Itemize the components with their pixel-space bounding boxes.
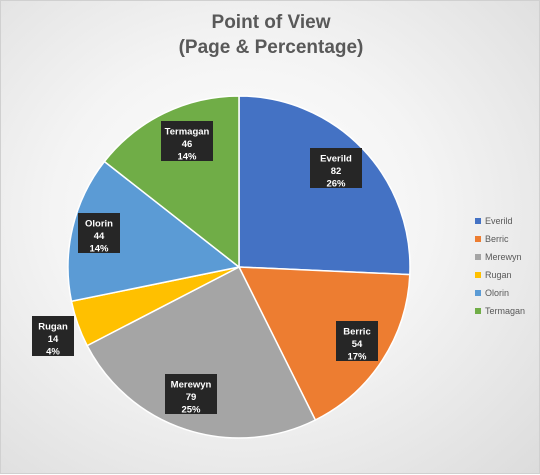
legend-swatch bbox=[475, 272, 481, 278]
data-label-name: Everild bbox=[320, 154, 352, 165]
legend-swatch bbox=[475, 254, 481, 260]
data-label-value: 44 bbox=[94, 231, 105, 242]
legend-label: Rugan bbox=[485, 270, 512, 280]
legend-swatch bbox=[475, 290, 481, 296]
data-label-box bbox=[336, 321, 378, 361]
data-label-percent: 26% bbox=[326, 179, 346, 190]
data-label-name: Rugan bbox=[38, 322, 68, 333]
legend-label: Berric bbox=[485, 234, 509, 244]
data-label-value: 46 bbox=[182, 139, 193, 150]
data-label-percent: 14% bbox=[89, 244, 109, 255]
legend-item-olorin: Olorin bbox=[475, 284, 540, 302]
legend-item-rugan: Rugan bbox=[475, 266, 540, 284]
data-label-name: Olorin bbox=[85, 219, 113, 230]
data-label-value: 79 bbox=[186, 392, 197, 403]
legend-label: Olorin bbox=[485, 288, 510, 298]
data-label-name: Termagan bbox=[165, 127, 210, 138]
legend-item-merewyn: Merewyn bbox=[475, 248, 540, 266]
data-label-box bbox=[165, 374, 217, 414]
data-label-box bbox=[161, 121, 213, 161]
legend-item-everild: Everild bbox=[475, 212, 540, 230]
legend-swatch bbox=[475, 218, 481, 224]
pie-slice-berric bbox=[237, 266, 411, 422]
data-label-percent: 4% bbox=[46, 347, 60, 358]
chart-subtitle: (Page & Percentage) bbox=[178, 37, 364, 58]
data-label-value: 14 bbox=[48, 334, 59, 345]
data-label-percent: 14% bbox=[177, 152, 197, 163]
data-label-box bbox=[78, 213, 120, 253]
data-label-name: Berric bbox=[343, 327, 370, 338]
data-label-percent: 25% bbox=[181, 405, 201, 416]
legend-swatch bbox=[475, 236, 481, 242]
data-label-box bbox=[310, 148, 362, 188]
data-label-name: Merewyn bbox=[171, 380, 212, 391]
pie-slice-olorin bbox=[67, 160, 241, 303]
data-label-value: 82 bbox=[331, 166, 342, 177]
legend: Everild Berric Merewyn Rugan Olorin Termagan bbox=[475, 212, 540, 320]
pie-slice-merewyn bbox=[86, 265, 317, 439]
chart-title: Point of View bbox=[211, 12, 331, 33]
data-label-value: 54 bbox=[352, 339, 363, 350]
legend-label: Everild bbox=[485, 216, 513, 226]
legend-item-termagan: Termagan bbox=[475, 302, 540, 320]
legend-label: Termagan bbox=[485, 306, 526, 316]
data-label-percent: 17% bbox=[347, 352, 367, 363]
data-label-box bbox=[32, 316, 74, 356]
legend-swatch bbox=[475, 308, 481, 314]
legend-item-berric: Berric bbox=[475, 230, 540, 248]
legend-label: Merewyn bbox=[485, 252, 522, 262]
